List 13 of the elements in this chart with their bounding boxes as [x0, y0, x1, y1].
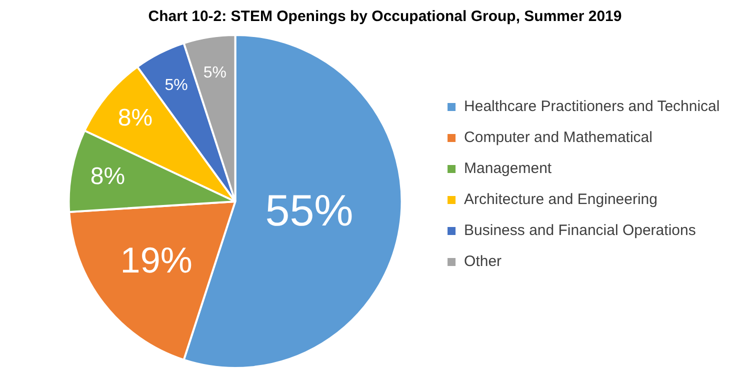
legend-label: Healthcare Practitioners and Technical: [464, 98, 720, 116]
data-label: 5%: [203, 64, 227, 82]
data-label: 5%: [164, 77, 188, 94]
legend-label: Management: [464, 160, 552, 178]
chart-title: Chart 10-2: STEM Openings by Occupational Group, Summer 2019: [148, 8, 622, 26]
legend-label: Computer and Mathematical: [464, 129, 652, 146]
data-label: 8%: [90, 162, 126, 190]
legend-label: Other: [464, 253, 502, 270]
data-label: 19%: [120, 240, 192, 281]
data-label: 8%: [118, 104, 153, 132]
data-label: 55%: [265, 186, 354, 236]
legend-label: Architecture and Engineering: [464, 191, 658, 208]
legend-label: Business and Financial Operations: [464, 222, 696, 240]
